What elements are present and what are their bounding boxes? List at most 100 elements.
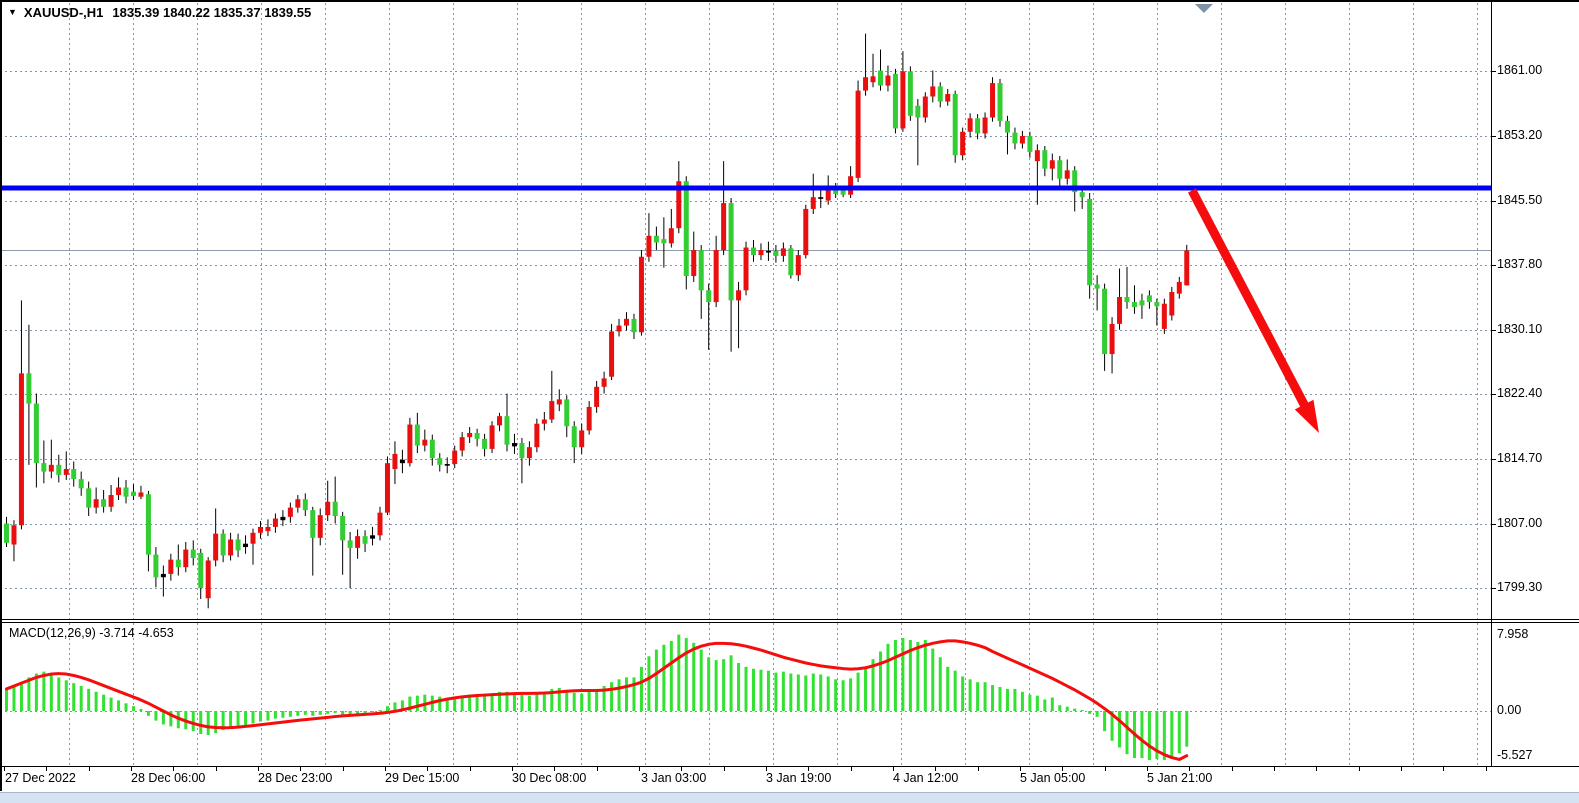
macd-axis-label: 0.00 [1497,703,1522,717]
price-chart-canvas[interactable] [0,0,1491,619]
candle-body [840,190,846,195]
candle-body [892,73,898,129]
price-axis-tick [1491,459,1496,460]
macd-axis-label: 7.958 [1497,627,1529,641]
candle-body [691,250,697,277]
candle-body [370,535,376,539]
panel-separator-top[interactable] [0,619,1579,620]
macd-axis-label: -5.527 [1497,748,1533,762]
candle-body [175,559,181,568]
time-axis-tick [511,767,513,771]
macd-bar [1035,695,1039,711]
time-axis-tick [977,767,979,771]
macd-bar [1005,688,1009,711]
price-axis-label: 1799.30 [1497,580,1543,595]
current-price-tag: 1839.55 [1499,243,1545,257]
macd-bar [1177,711,1181,754]
time-axis-label: 5 Jan 05:00 [1020,771,1086,785]
candle-body [1049,160,1055,169]
macd-bar [5,689,8,711]
price-axis-tick [1491,71,1496,72]
candle-body [198,552,204,589]
macd-bar [109,697,113,711]
macd-bar [42,671,46,711]
candle-body [616,325,622,332]
candle-body [437,458,443,465]
candle-body [848,176,854,195]
candle-body [399,459,405,464]
macd-bar [968,679,972,711]
macd-bar [654,649,658,711]
candle-body [877,70,883,86]
time-axis-label: 28 Dec 23:00 [258,771,333,785]
chart-shift-marker-icon[interactable] [1194,4,1213,13]
candle-body [1087,198,1093,286]
macd-bar [94,691,98,711]
macd-bar [759,669,763,711]
collapse-triangle-icon[interactable]: ▼ [8,7,17,17]
candle-body [594,386,600,407]
trend-arrow-shaft[interactable] [1188,188,1310,411]
candle-body [228,539,234,556]
candle-body [407,424,413,464]
macd-bar [1058,705,1062,711]
candle-body [280,516,286,521]
time-axis-tick [1189,767,1191,771]
macd-bar [333,711,337,713]
candle-body [392,453,398,470]
time-axis-tick [596,767,598,771]
candle-body [4,523,9,543]
time-axis-tick [681,767,683,771]
candle-body [1117,297,1123,324]
candle-body [825,188,831,201]
macd-bar [864,666,868,711]
macd-bar [617,679,621,711]
candle-body [243,543,249,548]
candle-body [564,399,570,427]
macd-bar [131,706,135,711]
candle-body [1124,297,1130,303]
candle-body [855,90,861,178]
time-axis-tick [1273,767,1275,771]
macd-bar [273,711,277,719]
price-axis-label: 1845.50 [1497,192,1543,207]
candle-body [676,181,682,229]
macd-bar [296,711,300,716]
macd-indicator-canvas[interactable] [0,623,1491,766]
macd-bar [520,694,524,711]
time-axis-tick [1231,767,1233,771]
candle-body [101,499,107,507]
candle-body [1184,250,1190,286]
candle-body [130,491,136,496]
price-axis-label: 1830.10 [1497,321,1543,336]
time-axis-label: 3 Jan 03:00 [641,771,707,785]
trend-arrow-head[interactable] [1294,399,1319,433]
status-strip [0,792,1579,803]
price-axis-tick [1491,524,1496,525]
macd-bar [1170,711,1174,759]
macd-bar [871,659,875,711]
time-axis-label: 30 Dec 08:00 [512,771,587,785]
time-axis-tick [554,767,556,771]
candle-body [272,518,278,527]
time-axis-label: 27 Dec 2022 [5,771,76,785]
candle-body [63,469,69,475]
price-axis-tick [1491,136,1496,137]
candle-body [362,536,368,544]
panel-separator-bottom[interactable] [0,622,1579,623]
macd-bar [542,691,546,711]
candle-body [108,495,114,507]
macd-bar [1125,711,1129,755]
macd-bar [766,670,770,711]
macd-histogram [5,634,1189,760]
macd-bar [998,687,1002,711]
candle-body [870,76,876,83]
macd-indicator-label: MACD(12,26,9) -3.714 -4.653 [9,626,174,640]
macd-bar [1095,711,1099,717]
macd-bar [692,642,696,711]
macd-bar [244,711,248,726]
candle-body [168,559,174,574]
macd-bar [288,711,292,717]
candle-body [11,525,17,545]
candle-body [153,554,159,578]
